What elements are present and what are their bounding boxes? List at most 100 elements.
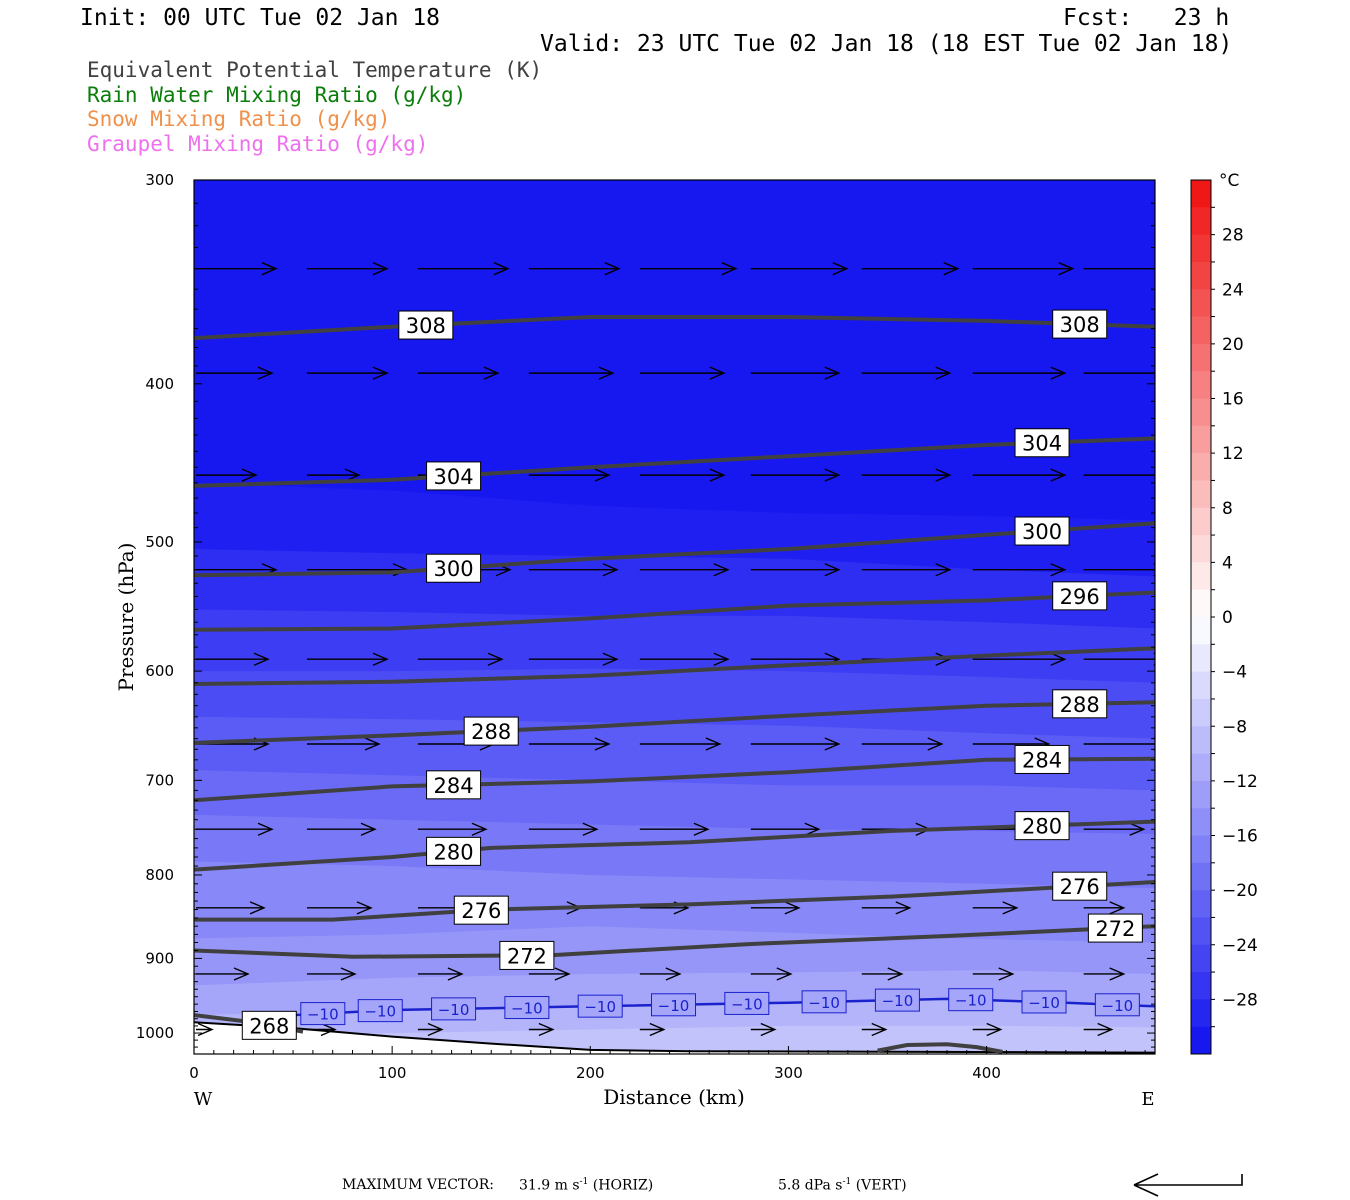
isotherm-label-box bbox=[300, 1002, 346, 1026]
theta-e-label: 300 bbox=[434, 557, 474, 581]
theta-e-label-box bbox=[1014, 516, 1070, 546]
horiz-exp: -1 bbox=[579, 1177, 589, 1187]
y-tick-label: 400 bbox=[145, 375, 174, 393]
wind-vector bbox=[306, 967, 357, 981]
wind-vector bbox=[639, 967, 682, 981]
init-time: Init: 00 UTC Tue 02 Jan 18 bbox=[80, 5, 441, 31]
wind-vector bbox=[196, 468, 258, 482]
theta-e-label-box bbox=[1052, 581, 1108, 611]
theta-e-label-box bbox=[1052, 309, 1108, 339]
theta-e-label-box bbox=[241, 1010, 297, 1040]
theta-e-label: 288 bbox=[471, 720, 511, 744]
theta-e-label: 272 bbox=[1095, 917, 1135, 941]
horiz-unit: (HORIZ) bbox=[592, 1177, 654, 1194]
colorbar-label: 12 bbox=[1222, 444, 1244, 464]
vert-unit: (VERT) bbox=[855, 1177, 907, 1194]
colorbar-swatch bbox=[1191, 316, 1211, 345]
wind-vector bbox=[1083, 474, 1155, 476]
wind-vector bbox=[972, 468, 1067, 482]
x-tick-label: 0 bbox=[189, 1064, 199, 1082]
theta-e-label: 280 bbox=[1022, 815, 1062, 839]
colorbar-label: 4 bbox=[1222, 553, 1233, 573]
wind-vector bbox=[1083, 372, 1155, 374]
isotherm-label: −10 bbox=[731, 995, 763, 1013]
theta-e-label-box bbox=[1052, 689, 1108, 719]
isotherm-label-box bbox=[1021, 990, 1067, 1014]
colorbar-label: 0 bbox=[1222, 608, 1233, 628]
colorbar-swatch bbox=[1191, 671, 1211, 700]
isotherm-label-box bbox=[504, 996, 550, 1020]
colorbar-label: −4 bbox=[1222, 663, 1247, 683]
colorbar-label: 8 bbox=[1222, 499, 1233, 519]
colorbar-swatch bbox=[1191, 944, 1211, 973]
isotherm-label-box bbox=[948, 988, 994, 1012]
forecast-hour: Fcst: 23 h bbox=[1063, 5, 1230, 31]
theta-e-label: 288 bbox=[1060, 693, 1100, 717]
colorbar-swatch bbox=[1191, 917, 1211, 946]
wind-vector bbox=[417, 822, 488, 836]
wind-vector bbox=[639, 737, 722, 751]
isotherm-label-box bbox=[577, 994, 623, 1018]
colorbar-label: −28 bbox=[1222, 990, 1258, 1010]
wind-vector bbox=[306, 366, 389, 380]
east-label: E bbox=[1141, 1089, 1154, 1110]
wind-vector bbox=[750, 468, 841, 482]
reference-vector bbox=[1133, 1173, 1243, 1197]
colorbar-label: −16 bbox=[1222, 827, 1258, 847]
wind-vector bbox=[528, 967, 571, 981]
theta-e-contour bbox=[194, 646, 1155, 686]
isotherm-label-box bbox=[801, 990, 847, 1014]
legend-theta-e: Equivalent Potential Temperature (K) bbox=[87, 58, 543, 82]
wind-vector bbox=[972, 652, 1067, 666]
isotherm-label: −10 bbox=[584, 998, 616, 1016]
theta-e-label: 272 bbox=[507, 944, 547, 968]
theta-e-label: 300 bbox=[1022, 520, 1062, 544]
max-vert-value: 5.8 dPa s-1 (VERT) bbox=[778, 1177, 907, 1194]
theta-e-contour bbox=[194, 315, 1155, 341]
colorbar-swatch bbox=[1191, 343, 1211, 372]
theta-e-label-box bbox=[1014, 428, 1070, 458]
wind-vector bbox=[750, 737, 841, 751]
wind-vector bbox=[750, 262, 849, 276]
wind-vector bbox=[861, 967, 904, 981]
wind-vector bbox=[750, 563, 841, 577]
colorbar-label: −20 bbox=[1222, 881, 1258, 901]
wind-vector bbox=[972, 967, 1015, 981]
wind-vector bbox=[861, 366, 952, 380]
isotherm-label-box bbox=[357, 999, 403, 1023]
theta-e-label: 284 bbox=[1022, 748, 1062, 772]
isotherm-label: −10 bbox=[307, 1006, 339, 1024]
isotherm-label: −10 bbox=[438, 1001, 470, 1019]
theta-e-contour bbox=[194, 880, 1155, 922]
wind-vector bbox=[1083, 901, 1126, 915]
wind-vector bbox=[196, 652, 270, 666]
wind-vector bbox=[528, 822, 599, 836]
colorbar-swatch bbox=[1191, 1026, 1211, 1055]
colorbar-swatch bbox=[1191, 398, 1211, 427]
colorbar-swatch bbox=[1191, 535, 1211, 563]
wind-vector bbox=[417, 967, 464, 981]
wind-vector bbox=[417, 366, 500, 380]
colorbar-swatch bbox=[1191, 261, 1211, 290]
wind-vector bbox=[861, 1022, 888, 1037]
y-axis-label: Pressure (hPa) bbox=[114, 543, 138, 692]
colorbar-swatch bbox=[1191, 890, 1211, 918]
theta-e-label-box bbox=[1014, 811, 1070, 841]
wind-vector bbox=[306, 652, 389, 666]
wind-vector bbox=[639, 366, 726, 380]
wind-vector bbox=[1083, 822, 1146, 836]
wind-vector bbox=[1083, 1022, 1114, 1037]
colorbar-label: 24 bbox=[1222, 280, 1244, 300]
valid-time: Valid: 23 UTC Tue 02 Jan 18 (18 EST Tue … bbox=[540, 31, 1233, 57]
wind-vector bbox=[861, 262, 960, 276]
wind-vector bbox=[196, 1022, 214, 1037]
theta-e-label-box bbox=[426, 553, 482, 583]
wind-vector bbox=[306, 1022, 337, 1037]
plot-frame bbox=[193, 179, 1156, 1055]
theta-e-label: 268 bbox=[249, 1014, 289, 1038]
colorbar-swatch bbox=[1191, 371, 1211, 399]
wind-vector bbox=[972, 1022, 1003, 1037]
y-tick-label: 300 bbox=[145, 171, 174, 189]
wind-vector bbox=[750, 366, 841, 380]
colorbar-swatch bbox=[1191, 480, 1211, 509]
